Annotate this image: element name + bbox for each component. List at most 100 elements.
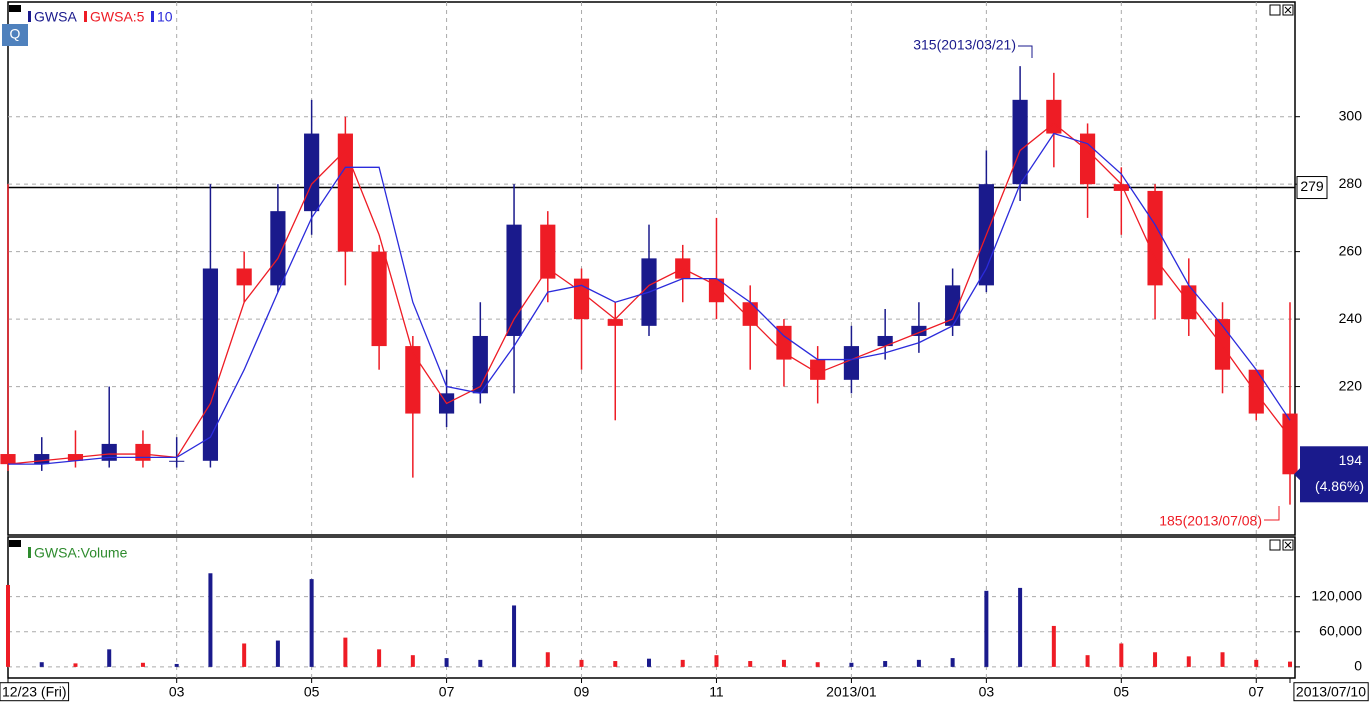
y-tick-label: 300 <box>1339 107 1363 123</box>
candle-body <box>169 460 185 462</box>
x-tick-label: 09 <box>574 684 590 700</box>
legend-entry: GWSA:5 <box>90 9 145 25</box>
window-buttons[interactable] <box>1269 4 1294 551</box>
reference-label-box <box>1296 176 1328 200</box>
volume-bar <box>916 659 921 667</box>
x-tick-label: 12/23 (Fri) <box>2 684 67 700</box>
candle-body <box>776 325 792 360</box>
candle-body <box>371 251 387 347</box>
y-tick-label: 120,000 <box>1311 587 1362 603</box>
volume-bar <box>444 658 449 667</box>
volume-bar <box>1119 643 1124 667</box>
high-annotation: 315(2013/03/21) <box>913 37 1016 53</box>
candle-body <box>1248 369 1264 414</box>
y-tick-label: 0 <box>1354 658 1362 674</box>
x-tick-label: 05 <box>1114 684 1130 700</box>
legend-swatch <box>84 11 87 22</box>
volume-bar <box>613 661 618 667</box>
x-tick-label: 2013/01 <box>826 684 877 700</box>
x-tick-label: 07 <box>1248 684 1264 700</box>
volume-bar <box>1186 656 1191 667</box>
volume-bar <box>174 663 179 667</box>
volume-bar <box>309 579 314 667</box>
last-price: 194 <box>1339 452 1363 468</box>
candle-body <box>270 211 286 286</box>
volume-bar <box>849 662 854 667</box>
candle-body <box>843 346 860 380</box>
volume-bar <box>1085 655 1090 667</box>
annotation-arrow <box>1264 506 1280 521</box>
volume-bar <box>647 658 651 667</box>
y-tick-label: 220 <box>1339 377 1363 393</box>
volume-bar <box>1220 652 1225 667</box>
volume-bar <box>512 605 517 667</box>
volume-bar <box>1051 625 1056 667</box>
q-button[interactable] <box>2 24 28 46</box>
candle-body <box>506 224 522 336</box>
volume-bar <box>680 659 685 667</box>
x-tick-label: 07 <box>439 684 455 700</box>
maximize-button[interactable] <box>1269 4 1281 16</box>
moving-average-line <box>8 132 1291 465</box>
candle-body <box>405 346 421 414</box>
volume-bar <box>714 655 719 667</box>
volume-bar <box>781 659 786 667</box>
volume-bar <box>275 640 280 667</box>
low-annotation: 185(2013/07/08) <box>1159 513 1262 529</box>
volume-bar <box>73 663 78 667</box>
candle-body <box>540 224 556 279</box>
close-button[interactable] <box>1282 539 1294 551</box>
legend-swatch <box>151 11 154 22</box>
volume-bar <box>1288 661 1292 667</box>
last-price-pointer <box>1294 468 1300 481</box>
panel-icon <box>9 540 21 547</box>
candle-body <box>877 335 893 347</box>
volume-bar <box>1018 587 1023 667</box>
volume-bar <box>984 590 989 667</box>
q-button-label[interactable]: Q <box>10 26 21 42</box>
legend-swatch <box>28 11 31 22</box>
candle-body <box>945 285 961 326</box>
candle-body <box>472 335 488 394</box>
maximize-button[interactable] <box>1269 539 1281 551</box>
volume-bar <box>140 662 145 667</box>
volume-bar <box>410 655 415 667</box>
candle-body <box>337 133 353 252</box>
candle-body <box>1046 99 1062 134</box>
x-tick-label: 03 <box>169 684 185 700</box>
x-tick-label: 2013/07/10 <box>1296 684 1366 700</box>
volume-bar <box>748 661 753 667</box>
candle-body <box>1079 133 1096 185</box>
volume-bar <box>208 573 213 667</box>
panel-icon <box>9 5 21 12</box>
candle-body <box>236 268 252 286</box>
volume-bar <box>883 661 888 667</box>
candle-body <box>742 302 758 326</box>
close-button[interactable] <box>1282 4 1294 16</box>
moving-average-line <box>7 122 1291 465</box>
legend-entry: 10 <box>157 9 173 25</box>
candle-body <box>101 443 117 461</box>
volume-bar <box>1153 652 1158 667</box>
volume-bar <box>815 662 820 667</box>
x-tick-label: 05 <box>304 684 320 700</box>
volume-bar <box>579 659 584 667</box>
volume-bar <box>6 584 10 667</box>
candle-body <box>304 133 320 212</box>
candle-body <box>911 325 927 336</box>
reference-label: 279 <box>1300 178 1324 194</box>
x-label-box <box>1293 682 1369 702</box>
candle-body <box>202 268 219 461</box>
volume-bar <box>1254 659 1259 667</box>
y-tick-label: 260 <box>1339 242 1363 258</box>
legend-entry: GWSA:Volume <box>34 545 128 561</box>
volume-bar <box>545 652 550 667</box>
candle-body <box>607 319 623 326</box>
candle-body <box>135 443 151 461</box>
volume-bar <box>343 637 348 667</box>
candle-body <box>708 278 725 303</box>
x-label-box <box>0 682 70 702</box>
candle-body <box>1147 190 1163 286</box>
volume-bar <box>107 649 112 667</box>
